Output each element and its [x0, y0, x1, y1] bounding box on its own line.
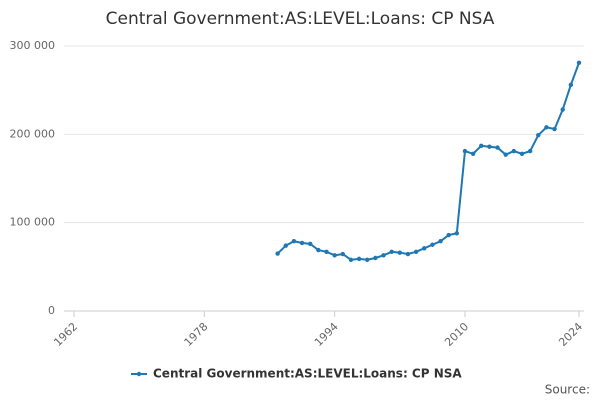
source: Source: — [545, 383, 590, 397]
point — [544, 125, 549, 130]
point — [332, 253, 337, 258]
point — [536, 133, 541, 138]
x-tick-label: 1978 — [182, 320, 211, 349]
point — [373, 255, 378, 261]
point — [519, 151, 525, 156]
point — [446, 232, 451, 238]
point — [356, 256, 362, 262]
legend-symbol — [136, 371, 142, 377]
y-tick-label: 0 — [48, 304, 55, 317]
x-tick-label: 2024 — [556, 320, 585, 349]
point — [405, 251, 411, 257]
x-tick-label: 2010 — [442, 320, 471, 349]
point — [503, 152, 508, 157]
point — [348, 257, 354, 262]
point — [316, 247, 321, 253]
point — [397, 250, 403, 255]
point — [365, 257, 370, 262]
point — [527, 148, 533, 154]
point — [454, 231, 460, 236]
point — [552, 126, 557, 132]
point — [576, 60, 582, 65]
point — [340, 251, 345, 257]
point — [299, 240, 305, 246]
point — [275, 251, 280, 256]
point — [430, 242, 435, 247]
y-tick-label: 200 000 — [10, 127, 56, 140]
point — [438, 239, 443, 244]
point — [568, 82, 574, 88]
point — [462, 148, 468, 154]
chart-title: Central Government:AS:LEVEL:Loans: CP NS… — [106, 9, 495, 29]
point — [291, 239, 297, 244]
point — [487, 144, 492, 149]
point — [560, 107, 565, 112]
y-tick-label: 100 000 — [10, 216, 56, 229]
series-line — [276, 62, 580, 261]
y-tick-label: 300 000 — [10, 39, 56, 52]
point — [495, 145, 500, 150]
point — [283, 243, 288, 248]
x-tick-label: 1962 — [51, 320, 80, 349]
point — [470, 151, 476, 156]
x-tick-label: 1994 — [312, 320, 341, 349]
point — [324, 249, 329, 255]
point — [389, 249, 394, 255]
point — [479, 143, 484, 149]
point — [308, 241, 313, 247]
point — [381, 253, 386, 258]
point — [413, 249, 419, 255]
point — [422, 246, 427, 251]
legend-label: Central Government:AS:LEVEL:Loans: CP NS… — [153, 367, 462, 381]
point — [511, 148, 517, 154]
